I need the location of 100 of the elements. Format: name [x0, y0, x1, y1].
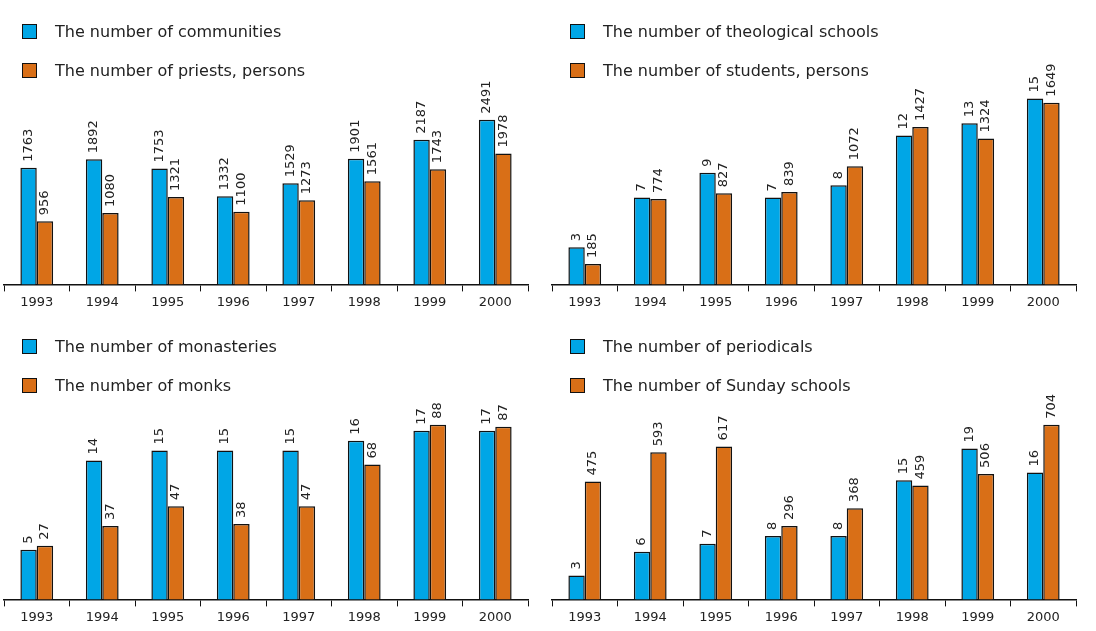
data-label: 17	[478, 408, 494, 425]
data-label: 2491	[478, 80, 494, 114]
legend-label: The number of monks	[55, 376, 231, 395]
data-label: 9	[698, 158, 714, 167]
data-label: 19	[960, 426, 976, 443]
x-tick-label: 2000	[478, 608, 512, 624]
data-label: 7	[764, 183, 780, 192]
x-tick-label: 1993	[20, 608, 54, 624]
data-label: 296	[780, 495, 796, 520]
legend-label: The number of Sunday schools	[603, 376, 851, 395]
data-label: 7	[698, 529, 714, 538]
data-label: 827	[715, 162, 731, 188]
data-label: 1080	[101, 173, 117, 207]
x-tick-label: 2000	[478, 293, 512, 309]
x-tick-label: 1993	[20, 293, 54, 309]
data-label: 14	[85, 437, 101, 455]
data-label: 37	[101, 503, 117, 520]
data-label: 3	[567, 561, 583, 570]
legend-label: The number of theological schools	[603, 22, 879, 41]
data-label: 1978	[494, 114, 510, 148]
data-label: 88	[429, 402, 445, 419]
x-tick-label: 1995	[699, 608, 733, 624]
data-label: 506	[977, 443, 993, 468]
x-tick-label: 1998	[347, 608, 381, 624]
data-label: 1561	[363, 142, 379, 176]
data-label: 2187	[412, 100, 428, 134]
x-tick-label: 2000	[1026, 293, 1060, 309]
data-label: 956	[36, 190, 52, 216]
x-tick-label: 1998	[895, 293, 929, 309]
x-tick-label: 1998	[895, 608, 929, 624]
data-label: 475	[584, 450, 600, 476]
legend-label: The number of periodicals	[603, 337, 813, 356]
data-label: 15	[1026, 75, 1042, 93]
data-label: 6	[633, 537, 649, 546]
data-label: 8	[829, 170, 845, 180]
data-label: 1649	[1042, 63, 1058, 97]
data-label: 15	[281, 428, 297, 445]
x-tick-label: 1996	[216, 293, 250, 309]
x-tick-label: 1994	[85, 608, 119, 624]
x-tick-label: 1999	[961, 608, 995, 624]
data-label: 3	[567, 232, 583, 242]
data-label: 68	[363, 441, 379, 459]
x-tick-label: 1994	[85, 293, 119, 309]
data-label: 774	[649, 168, 665, 194]
legend-label: The number of students, persons	[603, 61, 869, 80]
legend-label: The number of priests, persons	[55, 61, 306, 80]
data-label: 13	[960, 100, 976, 118]
data-label: 1332	[216, 157, 232, 191]
legend-label: The number of monasteries	[55, 337, 277, 356]
data-label: 1321	[167, 157, 183, 192]
x-tick-label: 1999	[961, 293, 995, 309]
data-label: 1753	[150, 129, 166, 163]
data-label: 593	[649, 421, 665, 447]
data-label: 38	[232, 501, 248, 519]
data-label: 185	[584, 233, 600, 259]
data-label: 5	[19, 535, 35, 544]
x-tick-label: 1997	[830, 608, 864, 624]
data-label: 1100	[232, 172, 248, 206]
x-tick-label: 1998	[347, 293, 381, 309]
data-label: 1324	[977, 99, 993, 133]
x-tick-label: 1999	[413, 608, 447, 624]
data-label: 1892	[85, 120, 101, 154]
data-label: 1529	[281, 144, 297, 178]
data-label: 7	[633, 183, 649, 192]
data-label: 16	[347, 418, 363, 435]
x-tick-label: 1995	[151, 608, 185, 624]
data-label: 87	[494, 404, 510, 421]
x-tick-label: 2000	[1026, 608, 1060, 624]
x-tick-label: 1994	[633, 293, 667, 309]
x-tick-label: 1996	[764, 608, 798, 624]
x-tick-label: 1995	[151, 293, 185, 309]
data-label: 1763	[19, 128, 35, 162]
x-tick-label: 1993	[568, 608, 602, 624]
data-label: 16	[1026, 449, 1042, 467]
data-label: 839	[780, 161, 796, 186]
data-label: 8	[764, 521, 780, 530]
x-tick-label: 1993	[568, 293, 602, 309]
x-tick-label: 1996	[216, 608, 250, 624]
x-tick-label: 1997	[830, 293, 864, 309]
data-label: 15	[150, 428, 166, 445]
data-label: 47	[167, 483, 183, 501]
data-label: 47	[298, 483, 314, 501]
x-tick-label: 1995	[699, 293, 733, 309]
x-tick-label: 1997	[282, 608, 316, 624]
data-label: 704	[1042, 393, 1058, 419]
data-label: 1901	[347, 119, 363, 153]
x-tick-label: 1997	[282, 293, 316, 309]
data-label: 459	[911, 454, 927, 480]
data-label: 1273	[298, 161, 314, 195]
data-label: 27	[36, 523, 52, 540]
data-label: 15	[895, 457, 911, 475]
data-label: 1427	[911, 88, 927, 122]
x-tick-label: 1994	[633, 608, 667, 624]
data-label: 17	[412, 408, 428, 425]
x-tick-label: 1996	[764, 293, 798, 309]
data-label: 8	[829, 521, 845, 530]
data-label: 1072	[846, 127, 862, 161]
data-label: 368	[846, 477, 862, 503]
data-label: 1743	[429, 130, 445, 164]
data-label: 15	[216, 428, 232, 445]
